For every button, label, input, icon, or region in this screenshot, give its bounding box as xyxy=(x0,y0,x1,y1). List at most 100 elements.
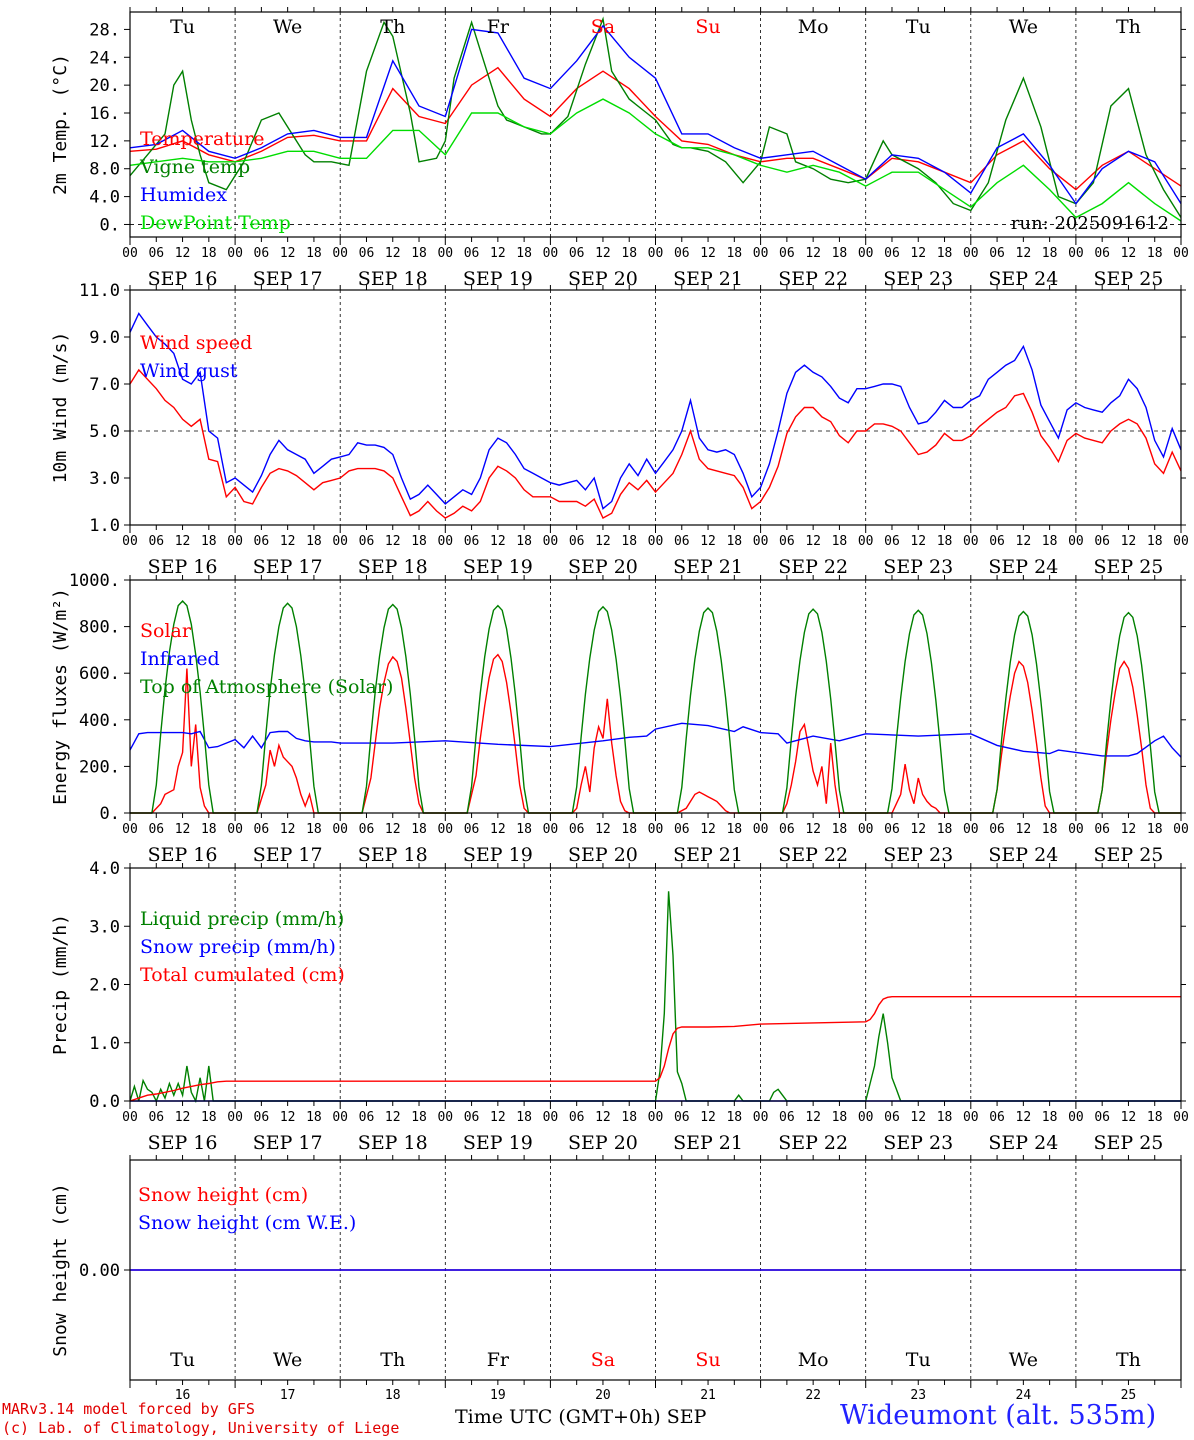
panel5-legend-item: Snow height (cm) xyxy=(138,1184,308,1206)
panel4-hour-label: 00 xyxy=(543,1110,559,1125)
panel1-legend-item: DewPoint Temp xyxy=(140,212,291,234)
panel4-date-label: SEP 25 xyxy=(1094,1132,1164,1154)
panel4-hour-label: 00 xyxy=(332,1110,348,1125)
panel4-series-total-cumulated-cm- xyxy=(129,996,1181,1102)
panel1-date-label: SEP 17 xyxy=(253,268,323,290)
panel2-hour-label: 06 xyxy=(884,534,900,549)
panel3-hour-label: 00 xyxy=(543,822,559,837)
panel2-hour-label: 00 xyxy=(963,534,979,549)
panel1-hour-label: 06 xyxy=(884,246,900,261)
panel3-date-label: SEP 23 xyxy=(883,844,953,866)
panel4-hour-label: 00 xyxy=(753,1110,769,1125)
panel4-hour-label: 18 xyxy=(937,1110,953,1125)
panel2-legend-item: Wind gust xyxy=(140,360,238,382)
panel1-series-dewpoint-temp xyxy=(129,98,1182,222)
panel3-y-tick-label: 200. xyxy=(79,757,120,777)
panel4-legend-item: Total cumulated (cm) xyxy=(140,964,345,986)
panel4-y-tick-label: 3.0 xyxy=(89,917,120,937)
panel2-hour-label: 12 xyxy=(1016,534,1032,549)
weekday-top-label: Th xyxy=(1116,16,1141,38)
panel4-hour-label: 06 xyxy=(884,1110,900,1125)
weekday-bottom-label: Tu xyxy=(170,1349,195,1371)
panel3-hour-label: 12 xyxy=(805,822,821,837)
panel1-date-label: SEP 19 xyxy=(463,268,533,290)
panel1-hour-label: 06 xyxy=(569,246,585,261)
weekday-bottom-label: Su xyxy=(695,1349,720,1371)
panel1-hour-label: 18 xyxy=(306,246,322,261)
panel3-hour-label: 06 xyxy=(148,822,164,837)
panel4-date-label: SEP 20 xyxy=(568,1132,638,1154)
weekday-bottom-label: Sa xyxy=(591,1349,615,1371)
panel2-hour-label: 00 xyxy=(122,534,138,549)
panel1-y-axis-label: 2m Temp. (°C) xyxy=(50,54,71,195)
day-number-label: 25 xyxy=(1121,1388,1137,1403)
panel1-legend-item: Vigne temp xyxy=(139,156,250,178)
panel1-hour-label: 18 xyxy=(1147,246,1163,261)
panel2-hour-label: 12 xyxy=(805,534,821,549)
weekday-top-label: Mo xyxy=(798,16,829,38)
panel5-y-axis-label: Snow height (cm) xyxy=(50,1183,71,1356)
panel4-hour-label: 00 xyxy=(858,1110,874,1125)
panel1-hour-label: 18 xyxy=(726,246,742,261)
panel4-hour-label: 18 xyxy=(306,1110,322,1125)
panel1-hour-label: 12 xyxy=(910,246,926,261)
panel1-hour-label: 06 xyxy=(254,246,270,261)
panel2-hour-label: 00 xyxy=(437,534,453,549)
panel4-date-label: SEP 21 xyxy=(673,1132,743,1154)
day-number-label: 17 xyxy=(280,1388,296,1403)
panel2-hour-label: 00 xyxy=(332,534,348,549)
panel4-hour-label: 18 xyxy=(1042,1110,1058,1125)
panel1-date-label: SEP 21 xyxy=(673,268,743,290)
panel2-hour-label: 06 xyxy=(148,534,164,549)
panel3-hour-label: 06 xyxy=(464,822,480,837)
panel4-hour-label: 06 xyxy=(989,1110,1005,1125)
panel1-y-tick-label: 20. xyxy=(89,76,120,96)
panel1-hour-label: 18 xyxy=(516,246,532,261)
panel3-hour-label: 18 xyxy=(516,822,532,837)
panel4-hour-label: 18 xyxy=(516,1110,532,1125)
panel3-hour-label: 18 xyxy=(411,822,427,837)
panel2-hour-label: 12 xyxy=(1121,534,1137,549)
panel1-hour-label: 06 xyxy=(359,246,375,261)
weekday-bottom-label: Tu xyxy=(906,1349,931,1371)
panel3-hour-label: 18 xyxy=(621,822,637,837)
panel3-hour-label: 06 xyxy=(1094,822,1110,837)
panel1-date-label: SEP 23 xyxy=(883,268,953,290)
panel3-hour-label: 06 xyxy=(674,822,690,837)
panel2-hour-label: 12 xyxy=(175,534,191,549)
panel4-hour-label: 12 xyxy=(385,1110,401,1125)
panel2-hour-label: 06 xyxy=(989,534,1005,549)
panel4-y-tick-label: 0.0 xyxy=(89,1092,120,1112)
panel1-hour-label: 06 xyxy=(674,246,690,261)
panel1-hour-label: 18 xyxy=(1042,246,1058,261)
panel3-hour-label: 18 xyxy=(726,822,742,837)
panel4-hour-label: 06 xyxy=(779,1110,795,1125)
panel3-hour-label: 00 xyxy=(963,822,979,837)
time-axis-title: Time UTC (GMT+0h) SEP xyxy=(455,1406,707,1428)
panel1-y-tick-label: 4.0 xyxy=(89,188,120,208)
panel2-date-label: SEP 17 xyxy=(253,556,323,578)
panel2-hour-label: 06 xyxy=(779,534,795,549)
panel2-hour-label: 00 xyxy=(543,534,559,549)
panel1-hour-label: 00 xyxy=(332,246,348,261)
panel4-date-label: SEP 16 xyxy=(148,1132,218,1154)
panel4-hour-label: 12 xyxy=(700,1110,716,1125)
panel3-date-label: SEP 25 xyxy=(1094,844,1164,866)
panel3-date-label: SEP 16 xyxy=(148,844,218,866)
panel1-y-tick-label: 8.0 xyxy=(89,160,120,180)
panel1-hour-label: 00 xyxy=(648,246,664,261)
panel3-hour-label: 12 xyxy=(910,822,926,837)
day-number-label: 18 xyxy=(385,1388,401,1403)
panel4-hour-label: 00 xyxy=(1173,1110,1189,1125)
panel2-hour-label: 18 xyxy=(937,534,953,549)
panel2-hour-label: 00 xyxy=(1173,534,1189,549)
panel1-hour-label: 06 xyxy=(989,246,1005,261)
panel4-hour-label: 00 xyxy=(227,1110,243,1125)
panel3-hour-label: 18 xyxy=(937,822,953,837)
panel4-hour-label: 06 xyxy=(464,1110,480,1125)
panel1-hour-label: 18 xyxy=(832,246,848,261)
credit-line-2: (c) Lab. of Climatology, University of L… xyxy=(2,1419,400,1437)
panel4-hour-label: 06 xyxy=(359,1110,375,1125)
panel4-hour-label: 12 xyxy=(595,1110,611,1125)
panel3-hour-label: 06 xyxy=(884,822,900,837)
